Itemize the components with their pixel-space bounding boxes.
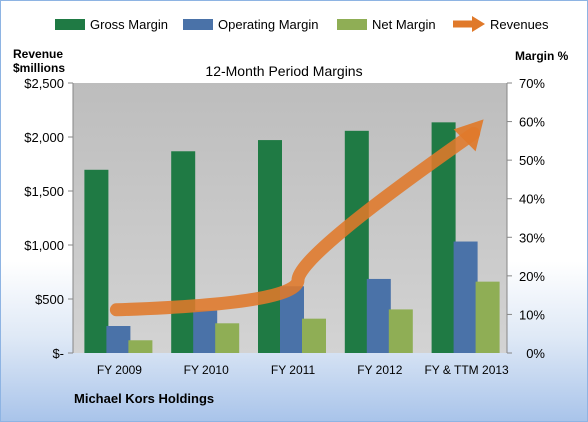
left-axis-ticks: $- $500 $1,000 $1,500 $2,000 $2,500 (24, 76, 74, 361)
right-tick-label: 50% (519, 153, 545, 168)
legend-label-operating-margin: Operating Margin (218, 17, 318, 32)
bar-gross-margin-fy-2010 (171, 151, 196, 353)
legend: Gross Margin Operating Margin Net Margin… (55, 16, 549, 32)
bar-net-margin-fy-2010 (215, 323, 240, 353)
bar-operating-margin-fy-2009 (106, 326, 131, 353)
revenues-arrowhead (453, 119, 484, 152)
legend-revenues-arrowhead (472, 16, 485, 32)
left-tick-label: $2,500 (24, 76, 64, 91)
right-tick-label: 20% (519, 269, 545, 284)
right-tick-label: 60% (519, 115, 545, 130)
legend-swatch-gross-margin (55, 19, 85, 30)
bar-gross-margin-fy-2011 (258, 140, 282, 353)
legend-label-net-margin: Net Margin (372, 17, 436, 32)
left-tick-label: $1,500 (24, 184, 64, 199)
bar-net-margin-fy-2012 (388, 309, 413, 353)
bar-operating-margin-fy-2012 (366, 278, 391, 353)
revenues-arrow-group (109, 119, 484, 317)
right-axis-title: Margin % (515, 49, 569, 63)
category-label-fy-2009: FY 2009 (97, 363, 142, 377)
legend-label-revenues: Revenues (490, 17, 549, 32)
category-label-fy-2010: FY 2010 (184, 363, 229, 377)
bar-gross-margin-fy-2012 (344, 130, 369, 353)
right-tick-label: 40% (519, 192, 545, 207)
footer-company-name: Michael Kors Holdings (74, 391, 214, 406)
chart-title: 12-Month Period Margins (205, 63, 362, 79)
left-tick-label: $500 (35, 292, 64, 307)
bar-gross-margin-fy-2009 (84, 169, 109, 353)
left-axis-title-line2: $millions (13, 61, 65, 75)
right-axis-ticks: 0% 10% 20% 30% 40% 50% 60% 70% (506, 76, 545, 361)
legend-swatch-operating-margin (183, 19, 213, 30)
bar-operating-margin-fy-2010 (193, 310, 218, 353)
right-tick-label: 30% (519, 230, 545, 245)
bar-net-margin-fy-2011 (302, 318, 326, 353)
left-axis-title-line1: Revenue (13, 47, 63, 61)
left-tick-label: $- (52, 346, 64, 361)
category-labels: FY 2009 FY 2010 FY 2011 FY 2012 FY & TTM 201… (97, 363, 509, 377)
left-tick-label: $1,000 (24, 238, 64, 253)
revenues-arrow-line (109, 126, 481, 317)
right-tick-label: 10% (519, 307, 545, 322)
bar-net-margin-fy-ttm-2013 (475, 281, 500, 353)
bars-group (84, 122, 500, 353)
bar-net-margin-fy-2009 (128, 340, 153, 353)
category-label-fy-ttm-2013: FY & TTM 2013 (424, 363, 509, 377)
legend-label-gross-margin: Gross Margin (90, 17, 168, 32)
category-label-fy-2011: FY 2011 (271, 363, 316, 377)
right-tick-label: 70% (519, 76, 545, 91)
left-tick-label: $2,000 (24, 130, 64, 145)
category-label-fy-2012: FY 2012 (357, 363, 402, 377)
legend-swatch-net-margin (337, 19, 367, 30)
right-tick-label: 0% (526, 346, 545, 361)
bar-operating-margin-fy-ttm-2013 (453, 241, 478, 353)
